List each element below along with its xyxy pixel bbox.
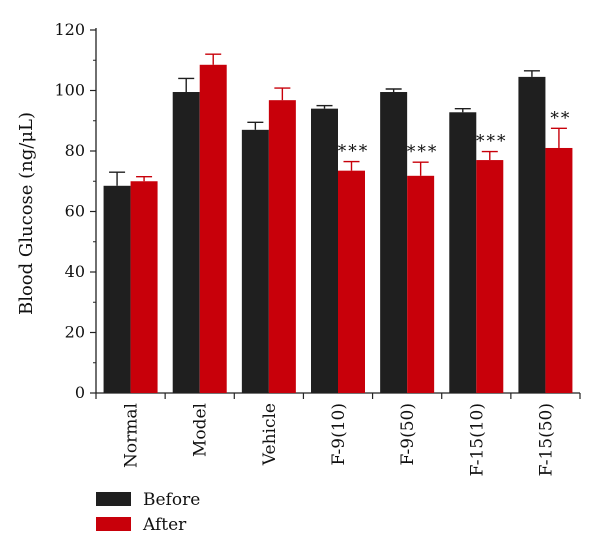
- bar-before: [103, 185, 131, 393]
- bar-before: [311, 108, 338, 394]
- bar-after: [199, 64, 227, 393]
- axes: 0 20 40 60 80 100 120 Normal Model Vehicle F-9(10)…: [54, 20, 581, 476]
- significance-marker: ***: [476, 132, 508, 152]
- y-tick-label: 0: [75, 383, 85, 402]
- bar-after: [338, 170, 365, 393]
- x-tick-label: F-15(50): [536, 403, 556, 476]
- legend-label-before: Before: [143, 490, 200, 510]
- legend-swatch-before: [96, 492, 131, 506]
- y-tick-label: 60: [65, 202, 85, 221]
- y-tick-label: 100: [54, 81, 85, 100]
- bar-after: [130, 181, 158, 393]
- legend-label-after: After: [142, 515, 187, 535]
- legend: Before After: [96, 490, 200, 535]
- bar-before: [172, 92, 200, 393]
- significance-marker: ***: [338, 142, 370, 162]
- y-tick-label: 20: [65, 323, 85, 342]
- bar-before: [241, 129, 269, 393]
- error-bars: [109, 53, 567, 186]
- significance-annotations: *** ********: [338, 108, 571, 162]
- y-tick-label: 40: [65, 262, 85, 281]
- significance-marker: **: [550, 108, 571, 128]
- bar-after: [545, 147, 573, 393]
- bar-before: [518, 76, 546, 393]
- x-tick-label: F-15(10): [467, 403, 487, 476]
- bars: [103, 64, 573, 394]
- y-axis-label: Blood Glucose (ng/μL): [16, 112, 37, 315]
- bar-after: [407, 175, 435, 393]
- significance-marker: ***: [407, 142, 439, 162]
- x-tick-label: F-9(50): [398, 403, 418, 466]
- bar-before: [380, 92, 408, 393]
- y-tick-label: 80: [65, 141, 85, 160]
- x-tick-label: Normal: [122, 403, 142, 468]
- legend-swatch-after: [96, 517, 131, 531]
- x-tick-label: F-9(10): [329, 403, 349, 466]
- y-tick-label: 120: [54, 20, 85, 39]
- bar-before: [449, 112, 477, 393]
- bar-after: [476, 160, 504, 393]
- bar-after: [268, 100, 296, 394]
- x-tick-label: Model: [191, 403, 211, 457]
- x-tick-label: Vehicle: [260, 403, 280, 466]
